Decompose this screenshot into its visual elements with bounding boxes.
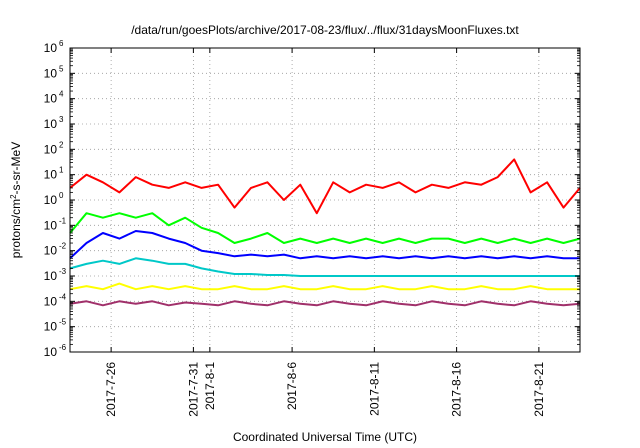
y-tick-label: 10 1 <box>44 166 64 182</box>
y-tick-base: 10 <box>44 345 58 359</box>
y-axis-label-prefix: protons/cm <box>9 199 23 258</box>
y-tick-base: 10 <box>44 117 58 131</box>
x-tick-label: 2017-8-11 <box>367 362 381 416</box>
y-axis-label-suffix: -s-sr-MeV <box>9 142 23 195</box>
y-tick-exponent: -4 <box>59 292 67 301</box>
grid <box>70 48 580 352</box>
x-axis-label: Coordinated Universal Time (UTC) <box>233 430 417 444</box>
y-tick-exponent: -6 <box>59 343 67 352</box>
y-tick-base: 10 <box>44 66 58 80</box>
x-axis: 2017-7-26 2017-7-31 2017-8-1 2017-8-6 2017-8… <box>104 48 546 417</box>
y-tick-label: 10 -5 <box>44 318 67 334</box>
y-axis: 10 -610 -510 -410 -310 -210 -110 010 110 210 310 41… <box>44 39 580 359</box>
y-tick-base: 10 <box>44 92 58 106</box>
y-tick-base: 10 <box>44 218 58 232</box>
y-tick-base: 10 <box>44 294 58 308</box>
y-tick-label: 10 6 <box>44 39 64 55</box>
y-tick-exponent: -3 <box>59 267 67 276</box>
chart-title: /data/run/goesPlots/archive/2017-08-23/f… <box>131 23 519 37</box>
y-tick-exponent: 3 <box>59 115 64 124</box>
y-tick-label: 10 -3 <box>44 267 67 283</box>
y-tick-base: 10 <box>44 244 58 258</box>
y-tick-label: 10 -2 <box>44 242 67 258</box>
series-1-line <box>69 158 581 215</box>
y-tick-base: 10 <box>44 320 58 334</box>
series-2-line <box>69 212 581 244</box>
x-tick-label: 2017-7-26 <box>104 362 118 417</box>
y-tick-exponent: -5 <box>59 318 67 327</box>
y-tick-base: 10 <box>44 168 58 182</box>
series-group <box>69 158 581 307</box>
y-tick-label: 10 -6 <box>44 343 67 359</box>
series-5-line <box>69 282 580 291</box>
x-tick-label: 2017-7-31 <box>186 362 200 417</box>
y-tick-exponent: 2 <box>59 140 64 149</box>
y-tick-label: 10 0 <box>44 191 64 207</box>
y-tick-label: 10 -1 <box>44 216 67 232</box>
y-tick-base: 10 <box>44 142 58 156</box>
y-tick-base: 10 <box>44 193 58 207</box>
y-tick-exponent: 5 <box>59 64 64 73</box>
y-tick-exponent: -2 <box>59 242 67 251</box>
x-tick-label: 2017-8-16 <box>450 362 464 417</box>
y-tick-label: 10 4 <box>44 90 64 106</box>
series-4-line <box>69 257 580 277</box>
y-axis-label-sup: 2 <box>9 194 18 199</box>
y-tick-exponent: 1 <box>59 166 64 175</box>
y-tick-exponent: 4 <box>59 90 64 99</box>
y-tick-base: 10 <box>44 41 58 55</box>
y-tick-exponent: -1 <box>59 216 67 225</box>
x-tick-label: 2017-8-21 <box>532 362 546 417</box>
y-tick-exponent: 0 <box>59 191 64 200</box>
y-tick-label: 10 2 <box>44 140 64 156</box>
y-axis-label: protons/cm2-s-sr-MeV <box>9 142 23 258</box>
series-6-line <box>69 300 581 307</box>
y-tick-label: 10 3 <box>44 115 64 131</box>
y-tick-label: 10 5 <box>44 64 64 80</box>
y-tick-base: 10 <box>44 269 58 283</box>
series-3-line <box>69 230 580 260</box>
y-tick-exponent: 6 <box>59 39 64 48</box>
x-tick-label: 2017-8-1 <box>203 362 217 410</box>
x-tick-label: 2017-8-6 <box>285 362 299 410</box>
y-tick-label: 10 -4 <box>44 292 67 308</box>
